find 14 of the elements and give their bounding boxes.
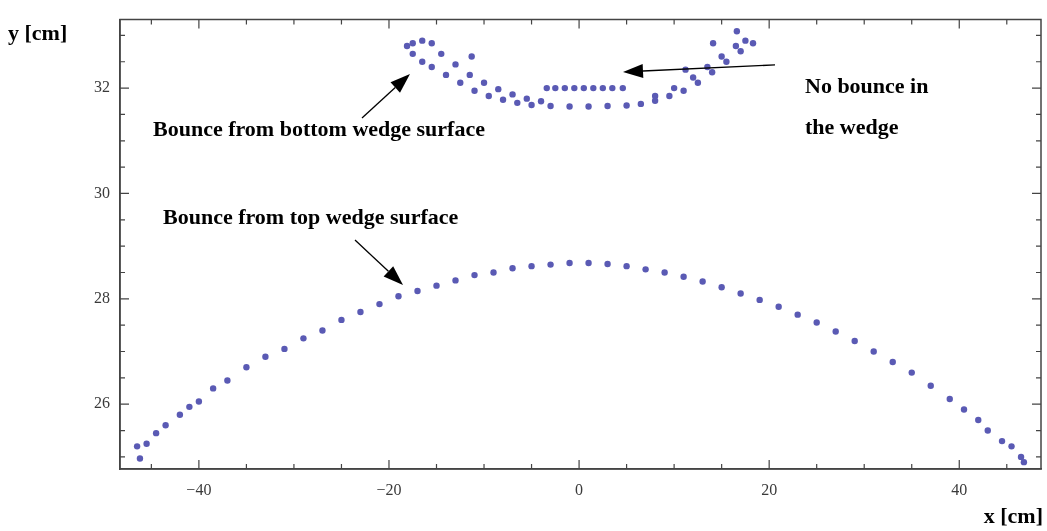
annotation: Bounce from top wedge surface [163, 203, 459, 229]
y-tick-label: 26 [94, 394, 110, 412]
x-tick-label: 0 [575, 480, 584, 498]
x-tick-label: −40 [186, 480, 212, 498]
annotation: No bounce in the wedge [805, 72, 929, 139]
x-tick-label: −20 [376, 480, 402, 498]
y-tick-label: 28 [94, 289, 110, 307]
y-tick-label: 30 [94, 183, 110, 201]
y-tick-label: 32 [94, 78, 110, 96]
annotation: Bounce from bottom wedge surface [153, 115, 486, 141]
x-tick-label: 40 [951, 480, 968, 498]
x-tick-label: 20 [761, 480, 778, 498]
x-axis-title: x [cm] [983, 502, 1043, 528]
y-axis-title: y [cm] [8, 19, 68, 45]
